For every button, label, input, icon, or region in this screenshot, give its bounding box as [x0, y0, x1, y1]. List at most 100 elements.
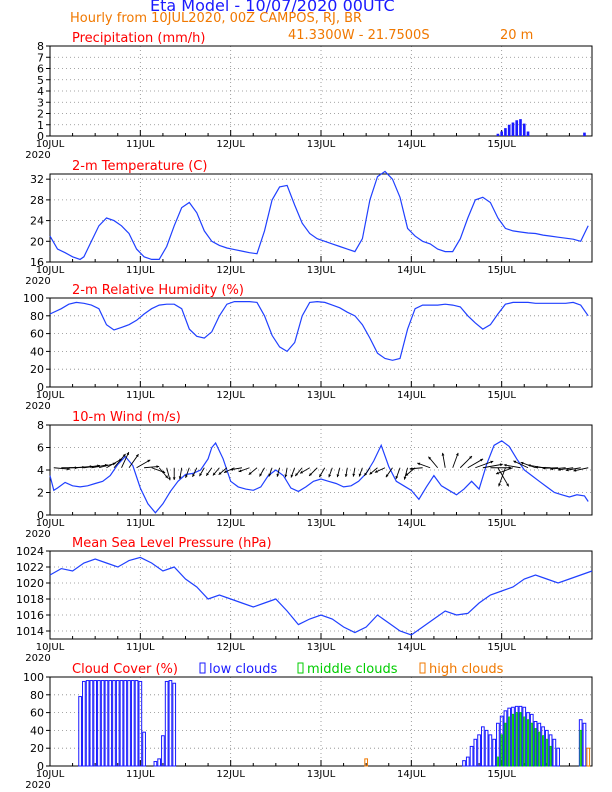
low-cloud-bar: [153, 761, 158, 767]
legend-swatch: [199, 662, 206, 674]
low-cloud-bar: [484, 729, 489, 767]
low-cloud-bar: [473, 738, 478, 767]
high-cloud-bar: [586, 747, 591, 767]
middle-cloud-bar: [515, 712, 518, 767]
wind-arrowhead: [199, 473, 203, 477]
x-tick-label: 13JUL: [307, 769, 336, 780]
x-tick-label: 12JUL: [216, 390, 245, 401]
middle-cloud-bar: [526, 719, 530, 767]
precip-bar: [583, 132, 586, 136]
wind-arrowhead: [212, 472, 216, 476]
wind-arrowhead: [223, 470, 227, 473]
panel-title-rh: 2-m Relative Humidity (%): [72, 283, 244, 298]
x-year-label: 2020: [25, 150, 50, 161]
x-tick-label: 10JUL: [36, 139, 65, 150]
wind-arrowhead: [300, 470, 304, 474]
x-tick-label: 13JUL: [307, 390, 336, 401]
x-year-label: 2020: [25, 653, 50, 664]
y-tick-label-temp: 16: [30, 256, 44, 269]
precip-bar: [515, 120, 519, 136]
low-cloud-bar: [477, 734, 481, 767]
precip-bar: [511, 122, 515, 136]
middle-cloud-bar: [579, 729, 582, 767]
x-tick-label: 15JUL: [487, 139, 516, 150]
legend-label: high clouds: [429, 662, 504, 677]
wind-arrowhead: [428, 456, 432, 460]
x-year-label: 2020: [25, 780, 50, 791]
wind-arrowhead: [527, 464, 531, 467]
y-tick-label-precip: 4: [37, 85, 44, 98]
wind-arrowhead: [295, 473, 299, 477]
panel-rh: 0 20 40 60 80 100 10JUL 11JUL 12JUL 13JUL 14JUL 15J…: [23, 283, 593, 412]
precip-bar: [519, 119, 522, 136]
low-cloud-bar: [104, 680, 109, 767]
x-tick-label: 14JUL: [397, 769, 426, 780]
x-tick-label: 11JUL: [126, 265, 155, 276]
middle-cloud-bar: [542, 735, 545, 767]
x-tick-label: 13JUL: [307, 518, 336, 529]
wind-arrowhead: [508, 466, 512, 470]
y-tick-label-wind: 2: [37, 487, 44, 500]
panel-title-mslp: Mean Sea Level Pressure (hPa): [72, 536, 272, 551]
y-tick-label-temp: 28: [30, 194, 44, 207]
low-cloud-bar: [123, 680, 128, 767]
wind-vector: [121, 451, 130, 468]
x-tick-label: 12JUL: [216, 518, 245, 529]
panel-title-cloud: Cloud Cover (%): [72, 662, 178, 677]
wind-arrowhead: [147, 459, 151, 463]
wind-vector: [91, 464, 108, 469]
low-cloud-bar: [492, 738, 496, 767]
y-tick-label-cloud: 20: [30, 742, 44, 755]
middle-cloud-bar: [530, 722, 533, 767]
wind-arrowhead: [135, 454, 139, 458]
wind-arrowhead: [352, 473, 356, 477]
wind-vector: [452, 452, 459, 468]
wind-arrowhead: [309, 473, 312, 476]
wind-arrowhead: [364, 472, 368, 476]
wind-arrowhead: [455, 452, 459, 456]
y-tick-label-precip: 6: [37, 63, 44, 76]
wind-arrowhead: [248, 471, 252, 475]
wind-arrowhead: [557, 468, 561, 471]
middle-cloud-bar: [508, 716, 511, 767]
y-tick-label-cloud: 80: [30, 689, 44, 702]
low-cloud-bar: [462, 760, 466, 767]
y-tick-label-temp: 20: [30, 235, 44, 248]
wind-arrowhead: [506, 483, 509, 487]
x-tick-label: 10JUL: [36, 265, 65, 276]
low-cloud-bar: [465, 756, 470, 767]
wind-arrowhead: [122, 453, 126, 457]
y-tick-label-temp: 32: [30, 173, 44, 186]
y-tick-label-precip: 5: [37, 74, 44, 87]
y-tick-label-mslp: 1024: [16, 545, 44, 558]
wind-arrowhead: [238, 469, 242, 473]
y-tick-label-mslp: 1014: [16, 625, 44, 638]
y-tick-label-rh: 20: [30, 363, 44, 376]
panel-cloud: 0 20 40 60 80 100 10JUL 11JUL 12JUL 13JUL 14JUL 15J…: [23, 662, 593, 791]
low-cloud-bar: [168, 680, 173, 767]
low-cloud-bar: [130, 680, 135, 767]
y-tick-label-precip: 2: [37, 108, 44, 121]
wind-arrowhead: [336, 474, 340, 478]
precip-bar: [496, 133, 500, 136]
low-cloud-bar: [119, 680, 124, 767]
precip-bar: [500, 131, 503, 136]
low-cloud-bar: [89, 680, 94, 767]
y-tick-label-cloud: 60: [30, 707, 44, 720]
wind-vector: [495, 467, 514, 475]
y-tick-label-mslp: 1018: [16, 593, 44, 606]
x-tick-label: 15JUL: [487, 769, 516, 780]
wind-vector: [459, 455, 473, 469]
wind-arrowhead: [276, 473, 280, 477]
panel-frame: [49, 550, 593, 640]
x-tick-label: 10JUL: [36, 518, 65, 529]
y-tick-label-cloud: 40: [30, 724, 44, 737]
wind-arrowhead: [167, 477, 171, 481]
wind-arrowhead: [550, 467, 553, 471]
x-tick-label: 15JUL: [487, 642, 516, 653]
wind-arrowhead: [565, 468, 569, 472]
low-cloud-bar: [85, 680, 90, 767]
middle-cloud-bar: [549, 745, 552, 767]
low-cloud-bar: [480, 726, 485, 767]
